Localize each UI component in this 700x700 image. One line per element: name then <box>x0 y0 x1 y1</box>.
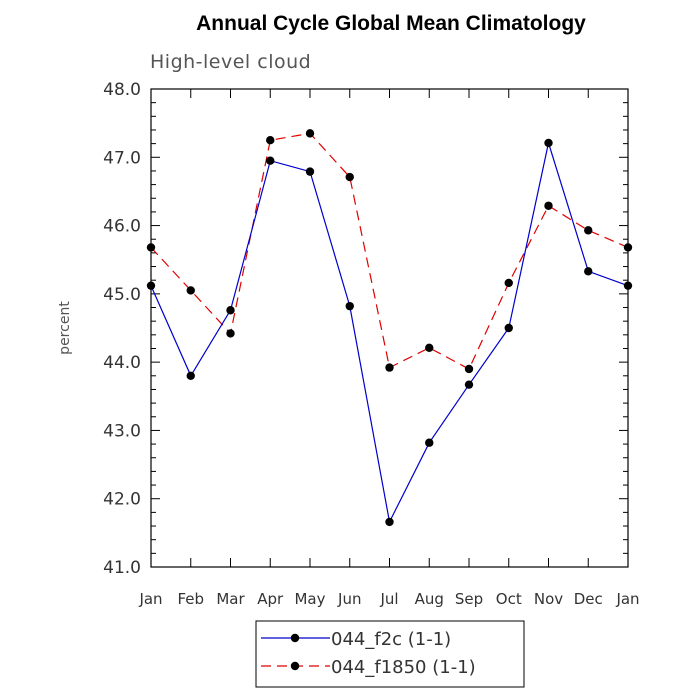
data-point <box>385 517 394 527</box>
x-tick-label: Jun <box>337 590 361 608</box>
x-tick-label: Jan <box>615 590 639 608</box>
x-tick-label: Oct <box>496 590 522 608</box>
data-point <box>464 364 474 374</box>
x-tick-label: May <box>294 590 325 608</box>
y-tick-label: 45.0 <box>103 285 141 305</box>
series-044-f2c-1-1- <box>146 138 633 527</box>
y-tick-label: 44.0 <box>103 353 141 373</box>
x-tick-label: Dec <box>574 590 603 608</box>
legend-marker <box>290 661 300 671</box>
data-point <box>385 363 394 372</box>
x-tick-label: Mar <box>216 590 245 608</box>
data-point <box>544 201 553 210</box>
data-point <box>266 136 275 145</box>
y-axis-label: percent <box>57 301 73 355</box>
plot-frame <box>150 88 629 568</box>
y-tick-labels: 41.0 42.0 43.0 44.0 45.0 46.0 47.0 48.0 <box>103 80 141 578</box>
x-tick-label: Nov <box>534 590 563 608</box>
y-tick-label: 46.0 <box>103 217 141 237</box>
x-tick-label: Apr <box>257 590 284 608</box>
legend: 044_f2c (1-1) 044_f1850 (1-1) <box>255 620 525 688</box>
data-point <box>425 343 434 353</box>
data-point <box>623 243 633 252</box>
x-tick-labels: Jan Feb Mar Apr May Jun Jul Aug Sep Oct Nov Dec Jan <box>138 590 639 608</box>
data-point <box>345 301 354 311</box>
x-tick-label: Jul <box>379 590 398 608</box>
y-tick-label: 48.0 <box>103 80 141 100</box>
y-tick-label: 42.0 <box>103 490 141 510</box>
data-point <box>305 129 315 138</box>
legend-marker <box>290 633 300 643</box>
data-point <box>504 278 513 288</box>
data-point <box>305 167 315 176</box>
axis-ticks <box>150 88 629 568</box>
data-point <box>584 267 593 276</box>
data-point <box>504 323 513 333</box>
data-point <box>226 329 235 338</box>
data-point <box>464 380 474 389</box>
data-point <box>584 226 593 235</box>
data-point <box>186 286 195 295</box>
data-point <box>345 172 354 182</box>
y-tick-label: 47.0 <box>103 148 141 168</box>
x-tick-label: Jan <box>138 590 162 608</box>
data-point <box>146 281 156 290</box>
x-tick-label: Sep <box>455 590 483 608</box>
chart-subtitle: High-level cloud <box>150 51 311 73</box>
data-point <box>186 371 195 380</box>
legend-box <box>255 620 525 688</box>
x-tick-label: Aug <box>415 590 444 608</box>
series-layer <box>146 129 633 527</box>
data-point <box>146 243 156 252</box>
legend-label: 044_f1850 (1-1) <box>331 657 476 678</box>
data-point <box>266 156 275 165</box>
chart-title: Annual Cycle Global Mean Climatology <box>196 12 586 35</box>
x-tick-label: Feb <box>177 590 204 608</box>
data-point <box>623 281 633 290</box>
data-point <box>226 306 235 315</box>
y-tick-label: 43.0 <box>103 421 141 441</box>
series-044-f1850-1-1- <box>146 129 633 374</box>
data-point <box>544 138 553 148</box>
legend-label: 044_f2c (1-1) <box>331 629 451 650</box>
data-point <box>425 438 434 447</box>
y-tick-label: 41.0 <box>103 558 141 578</box>
series-line <box>150 140 629 524</box>
